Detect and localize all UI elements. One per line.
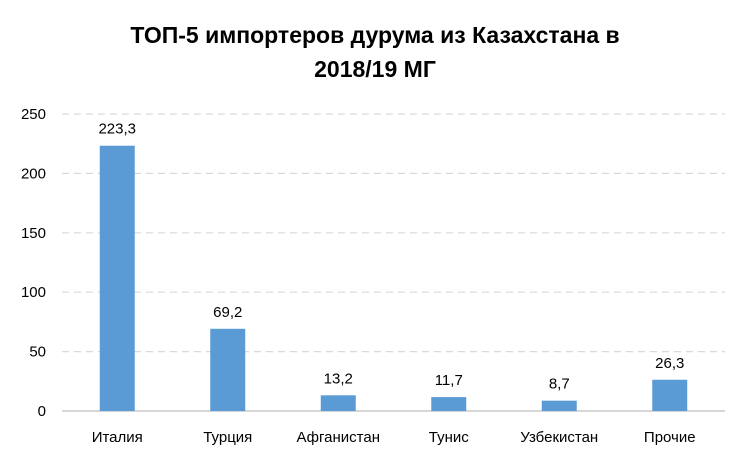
bar (210, 328, 246, 411)
bar (320, 395, 356, 411)
x-category-label: Узбекистан (520, 429, 598, 446)
bar (541, 400, 577, 411)
chart-title-line-1: ТОП-5 импортеров дурума из Казахстана в (130, 22, 620, 48)
x-category-label: Италия (92, 429, 143, 446)
data-label: 69,2 (213, 304, 242, 321)
x-category-label: Турция (203, 429, 252, 446)
chart-title-line-2: 2018/19 МГ (314, 56, 436, 82)
x-category-label: Афганистан (297, 429, 381, 446)
y-tick-label: 250 (21, 106, 46, 123)
y-tick-label: 50 (29, 344, 46, 361)
data-label: 8,7 (549, 376, 570, 393)
y-tick-label: 200 (21, 165, 46, 182)
chart-title: ТОП-5 импортеров дурума из Казахстана в … (60, 18, 690, 86)
x-category-label: Тунис (429, 429, 469, 446)
y-tick-label: 0 (38, 403, 46, 420)
data-label: 13,2 (324, 370, 353, 387)
data-label: 26,3 (655, 355, 684, 372)
y-tick-label: 150 (21, 225, 46, 242)
y-tick-label: 100 (21, 284, 46, 301)
bar (652, 379, 688, 411)
data-label: 11,7 (435, 372, 463, 389)
bar (431, 397, 467, 411)
x-category-label: Прочие (644, 429, 696, 446)
data-label: 223,3 (98, 121, 136, 138)
bar (99, 145, 135, 411)
